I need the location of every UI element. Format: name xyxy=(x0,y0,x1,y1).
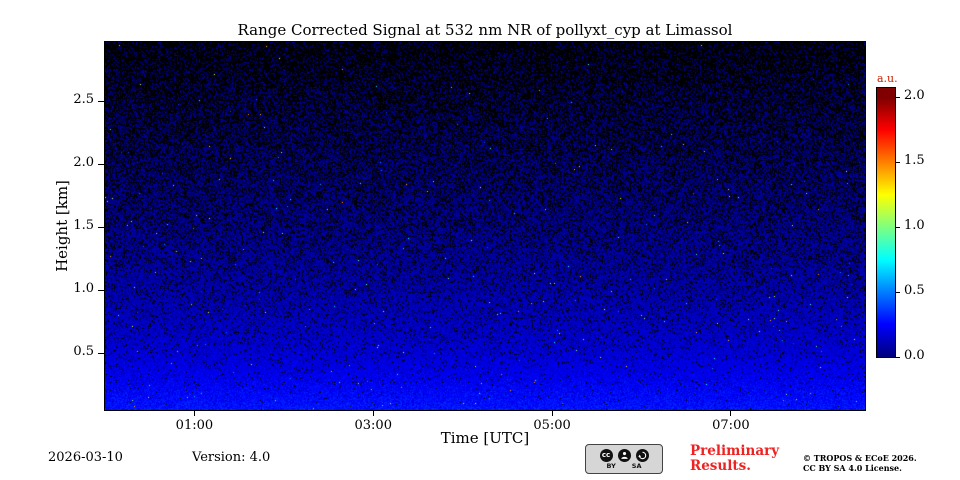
y-tick-label: 1.5 xyxy=(56,218,94,233)
y-tick-mark xyxy=(98,290,104,291)
chart-title: Range Corrected Signal at 532 nm NR of p… xyxy=(105,21,865,39)
share-alike-arrow-icon xyxy=(636,449,649,462)
y-tick-label: 2.0 xyxy=(56,155,94,170)
colorbar-tick-mark xyxy=(896,227,900,228)
y-tick-mark xyxy=(98,353,104,354)
cc-icon: cc xyxy=(600,449,613,462)
figure: Range Corrected Signal at 532 nm NR of p… xyxy=(0,0,960,480)
version-label: Version: 4.0 xyxy=(192,450,270,465)
heatmap-canvas xyxy=(105,42,865,410)
colorbar-canvas xyxy=(877,88,895,357)
x-tick-mark xyxy=(373,411,374,416)
x-tick-label: 01:00 xyxy=(164,418,224,433)
y-tick-label: 1.0 xyxy=(56,281,94,296)
copyright-line1: © TROPOS & ECoE 2026. xyxy=(803,453,917,463)
x-tick-label: 07:00 xyxy=(701,418,761,433)
x-tick-mark xyxy=(552,411,553,416)
x-tick-mark xyxy=(730,411,731,416)
y-tick-label: 2.5 xyxy=(56,92,94,107)
plot-frame xyxy=(104,41,866,411)
colorbar-tick-label: 2.0 xyxy=(904,88,925,103)
preliminary-line1: Preliminary xyxy=(690,444,779,459)
cc-by-label: BY xyxy=(606,463,615,470)
x-tick-label: 05:00 xyxy=(522,418,582,433)
y-tick-mark xyxy=(98,227,104,228)
cc-sa-label: SA xyxy=(632,463,642,470)
colorbar-tick-label: 1.5 xyxy=(904,153,925,168)
attribution-person-icon xyxy=(618,449,631,462)
copyright-line2: CC BY SA 4.0 License. xyxy=(803,463,917,473)
copyright-notice: © TROPOS & ECoE 2026. CC BY SA 4.0 Licen… xyxy=(803,453,917,473)
y-tick-mark xyxy=(98,101,104,102)
colorbar-tick-label: 0.5 xyxy=(904,283,925,298)
cc-license-badge[interactable]: cc BY SA xyxy=(585,444,663,474)
preliminary-results: Preliminary Results. xyxy=(690,444,779,474)
preliminary-line2: Results. xyxy=(690,459,779,474)
colorbar-tick-mark xyxy=(896,162,900,163)
cc-badge-text: BY SA xyxy=(606,463,641,470)
y-tick-mark xyxy=(98,164,104,165)
colorbar-tick-mark xyxy=(896,292,900,293)
cc-badge-icons: cc xyxy=(600,449,649,462)
colorbar-tick-mark xyxy=(896,97,900,98)
y-tick-label: 0.5 xyxy=(56,344,94,359)
colorbar-tick-mark xyxy=(896,357,900,358)
colorbar-frame xyxy=(876,87,896,358)
x-tick-label: 03:00 xyxy=(343,418,403,433)
measurement-date: 2026-03-10 xyxy=(48,450,123,465)
colorbar-tick-label: 0.0 xyxy=(904,348,925,363)
colorbar-unit-label: a.u. xyxy=(877,72,898,85)
colorbar-tick-label: 1.0 xyxy=(904,218,925,233)
x-tick-mark xyxy=(194,411,195,416)
